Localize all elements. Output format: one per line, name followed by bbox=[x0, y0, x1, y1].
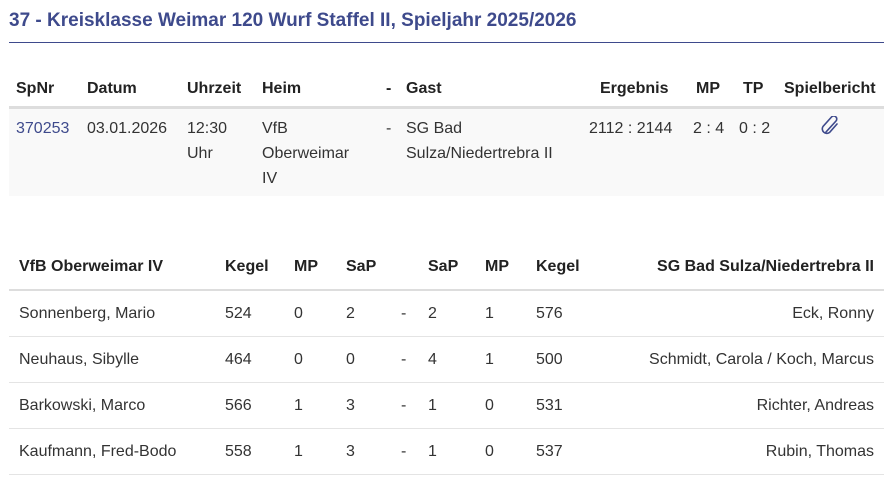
time: 12:30 Uhr bbox=[187, 116, 227, 166]
header-tp: TP bbox=[743, 80, 764, 97]
mp-guest: 0 bbox=[485, 397, 494, 414]
header-datum: Datum bbox=[87, 80, 137, 97]
header-kegel-home: Kegel bbox=[225, 258, 269, 275]
mp-guest: 1 bbox=[485, 351, 494, 368]
time-unit: Uhr bbox=[187, 145, 213, 162]
header-mp: MP bbox=[696, 80, 720, 97]
sap-home: 3 bbox=[346, 443, 355, 460]
sap-guest: 2 bbox=[428, 305, 437, 322]
header-home-team: VfB Oberweimar IV bbox=[19, 258, 164, 275]
kegel-home: 524 bbox=[225, 305, 252, 322]
mp-guest: 0 bbox=[485, 443, 494, 460]
match-points: 2 : 4 bbox=[693, 120, 725, 137]
mp-home: 1 bbox=[294, 443, 303, 460]
home-team: VfB Oberweimar IV bbox=[262, 116, 349, 191]
home-team-line: Oberweimar bbox=[262, 145, 350, 162]
kegel-home: 566 bbox=[225, 397, 252, 414]
row-divider bbox=[9, 382, 884, 383]
header-ergebnis: Ergebnis bbox=[600, 80, 669, 97]
header-heim: Heim bbox=[262, 80, 302, 97]
guest-team: SG Bad Sulza/Niedertrebra II bbox=[406, 116, 553, 166]
header-mp-guest: MP bbox=[485, 258, 509, 275]
sap-home: 2 bbox=[346, 305, 355, 322]
kegel-guest: 531 bbox=[536, 397, 563, 414]
kegel-home: 464 bbox=[225, 351, 252, 368]
row-divider bbox=[9, 336, 884, 337]
header-spnr: SpNr bbox=[16, 80, 55, 97]
player-guest: Eck, Ronny bbox=[792, 305, 874, 322]
player-guest: Rubin, Thomas bbox=[765, 443, 874, 460]
header-dash: - bbox=[386, 80, 392, 97]
player-home: Barkowski, Marco bbox=[19, 397, 146, 414]
player-guest: Schmidt, Carola / Koch, Marcus bbox=[649, 351, 874, 368]
home-team-line: VfB bbox=[262, 120, 288, 137]
guest-team-line: Sulza/Niedertrebra II bbox=[406, 145, 553, 162]
game-number-link[interactable]: 370253 bbox=[16, 120, 70, 137]
mp-home: 0 bbox=[294, 351, 303, 368]
separator: - bbox=[401, 443, 407, 460]
guest-team-line: SG Bad bbox=[406, 120, 463, 137]
row-divider bbox=[9, 474, 884, 475]
separator: - bbox=[401, 351, 407, 368]
separator: - bbox=[386, 120, 392, 137]
header-gast: Gast bbox=[406, 80, 442, 97]
date: 03.01.2026 bbox=[87, 120, 168, 137]
result: 2112 : 2144 bbox=[589, 120, 673, 137]
header-divider bbox=[9, 289, 884, 291]
header-divider bbox=[9, 106, 884, 109]
player-home: Neuhaus, Sibylle bbox=[19, 351, 140, 368]
separator: - bbox=[401, 305, 407, 322]
player-home: Kaufmann, Fred-Bodo bbox=[19, 443, 177, 460]
kegel-home: 558 bbox=[225, 443, 252, 460]
title-divider bbox=[9, 42, 884, 43]
paperclip-icon[interactable] bbox=[820, 115, 842, 141]
header-spielbericht: Spielbericht bbox=[784, 80, 876, 97]
mp-guest: 1 bbox=[485, 305, 494, 322]
time-value: 12:30 bbox=[187, 120, 228, 137]
sap-home: 3 bbox=[346, 397, 355, 414]
sap-guest: 4 bbox=[428, 351, 437, 368]
header-uhrzeit: Uhrzeit bbox=[187, 80, 242, 97]
sap-guest: 1 bbox=[428, 397, 437, 414]
kegel-guest: 537 bbox=[536, 443, 563, 460]
home-team-line: IV bbox=[262, 170, 278, 187]
header-sap-home: SaP bbox=[346, 258, 377, 275]
sap-guest: 1 bbox=[428, 443, 437, 460]
page-title: 37 - Kreisklasse Weimar 120 Wurf Staffel… bbox=[9, 10, 577, 31]
kegel-guest: 576 bbox=[536, 305, 563, 322]
kegel-guest: 500 bbox=[536, 351, 563, 368]
mp-home: 0 bbox=[294, 305, 303, 322]
team-points: 0 : 2 bbox=[739, 120, 771, 137]
player-guest: Richter, Andreas bbox=[756, 397, 874, 414]
header-mp-home: MP bbox=[294, 258, 318, 275]
player-home: Sonnenberg, Mario bbox=[19, 305, 156, 322]
separator: - bbox=[401, 397, 407, 414]
mp-home: 1 bbox=[294, 397, 303, 414]
header-sap-guest: SaP bbox=[428, 258, 459, 275]
sap-home: 0 bbox=[346, 351, 355, 368]
match-row-background bbox=[9, 109, 884, 196]
row-divider bbox=[9, 428, 884, 429]
header-kegel-guest: Kegel bbox=[536, 258, 580, 275]
header-guest-team: SG Bad Sulza/Niedertrebra II bbox=[657, 258, 874, 275]
